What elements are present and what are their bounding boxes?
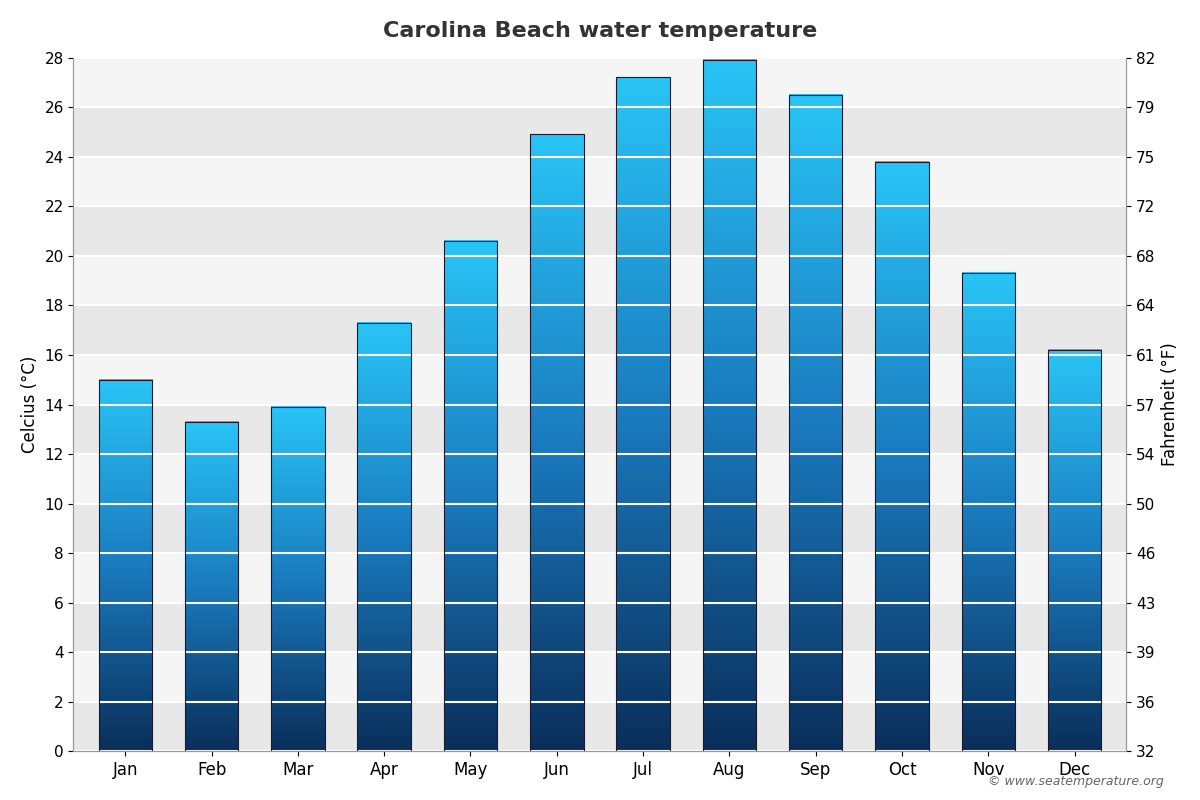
Bar [73, 702, 1127, 751]
Bar [703, 60, 756, 751]
Bar [617, 78, 670, 751]
Bar [98, 380, 152, 751]
Bar [358, 322, 410, 751]
Bar [530, 134, 583, 751]
Bar [1048, 350, 1102, 751]
Bar [271, 407, 325, 751]
Bar [961, 274, 1015, 751]
Bar [788, 95, 842, 751]
Text: © www.seatemperature.org: © www.seatemperature.org [989, 775, 1164, 788]
Title: Carolina Beach water temperature: Carolina Beach water temperature [383, 21, 817, 41]
Y-axis label: Celcius (°C): Celcius (°C) [20, 356, 38, 454]
Bar [73, 306, 1127, 355]
Bar [73, 602, 1127, 652]
Bar [73, 504, 1127, 554]
Bar [73, 405, 1127, 454]
Bar [73, 454, 1127, 504]
Bar [875, 162, 929, 751]
Bar [73, 58, 1127, 107]
Bar [73, 554, 1127, 602]
Bar [73, 256, 1127, 306]
Bar [73, 206, 1127, 256]
Y-axis label: Fahrenheit (°F): Fahrenheit (°F) [1162, 342, 1180, 466]
Bar [73, 355, 1127, 405]
Bar [185, 422, 239, 751]
Bar [73, 157, 1127, 206]
Bar [73, 107, 1127, 157]
Bar [73, 652, 1127, 702]
Bar [444, 241, 497, 751]
